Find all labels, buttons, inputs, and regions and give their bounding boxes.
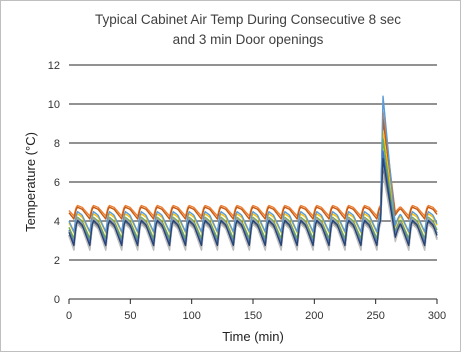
y-tick-label-2: 2 <box>54 255 60 267</box>
x-tick-label-150: 150 <box>244 310 262 322</box>
series-lines <box>68 95 438 251</box>
series-line-9 <box>68 173 438 251</box>
chart-title-line-2: and 3 min Door openings <box>173 32 324 47</box>
x-tick-label-0: 0 <box>66 310 72 322</box>
x-axis-label: Time (min) <box>222 329 284 344</box>
y-tick-label-6: 6 <box>54 177 60 189</box>
x-tick-label-250: 250 <box>366 310 384 322</box>
y-tick-label-0: 0 <box>54 294 60 306</box>
x-tick-label-300: 300 <box>428 310 446 322</box>
series-line-5 <box>68 95 438 233</box>
y-axis-label: Temperature (°C) <box>23 132 38 232</box>
x-tick-label-50: 50 <box>124 310 136 322</box>
series-line-10 <box>68 157 438 247</box>
x-tick-label-200: 200 <box>305 310 323 322</box>
series-line-4 <box>68 138 438 240</box>
x-tick-label-100: 100 <box>182 310 200 322</box>
y-tick-label-8: 8 <box>54 138 60 150</box>
axes: 0 2 4 6 8 10 12 0 50 100 150 200 250 300 <box>48 60 446 322</box>
chart-title-line-1: Typical Cabinet Air Temp During Consecut… <box>95 12 401 27</box>
series-line-1 <box>68 111 438 217</box>
y-tick-label-12: 12 <box>48 60 60 72</box>
series-line-2 <box>68 118 438 220</box>
y-tick-label-4: 4 <box>54 216 60 228</box>
y-tick-label-10: 10 <box>48 99 60 111</box>
